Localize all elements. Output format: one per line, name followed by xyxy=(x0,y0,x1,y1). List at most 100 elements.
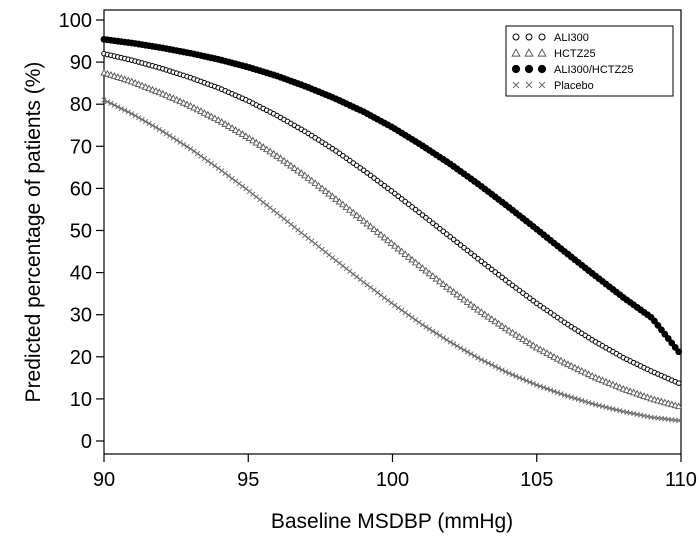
series-3-point-124 xyxy=(530,380,536,387)
series-1-point-166 xyxy=(674,402,683,410)
series-3-point-70 xyxy=(343,266,349,272)
x-tick-label-2: 100 xyxy=(376,469,409,491)
legend-marker-0-2 xyxy=(538,33,546,41)
x-axis: 90 95 100 105 110 xyxy=(93,454,697,491)
series-1-point-80 xyxy=(377,230,385,238)
series-1-point-73 xyxy=(352,211,361,219)
series-3-point-117 xyxy=(506,370,512,376)
series-1-point-84 xyxy=(391,241,399,249)
series-3-point-127 xyxy=(541,384,547,391)
series-3-point-86 xyxy=(399,307,405,313)
y-tick-label-7: 70 xyxy=(70,136,92,158)
legend-box xyxy=(505,25,674,97)
series-1-point-81 xyxy=(380,233,389,241)
series-1-point-115 xyxy=(498,322,506,329)
series-1-point-98 xyxy=(439,280,448,287)
series-1-point-71 xyxy=(346,205,354,213)
series-3-point-5 xyxy=(118,105,124,112)
series-1-point-33 xyxy=(214,116,223,123)
series-3-point-68 xyxy=(336,260,343,266)
series-1-point-131 xyxy=(553,354,562,362)
legend-marker-0-0 xyxy=(512,33,520,41)
series-3-point-121 xyxy=(520,376,526,382)
series-1-point-32 xyxy=(211,114,219,122)
series-3-point-79 xyxy=(374,289,381,296)
series-1-point-52 xyxy=(280,156,288,164)
series-1-point-138 xyxy=(578,366,586,374)
series-3-point-61 xyxy=(312,241,318,247)
series-1-point-82 xyxy=(384,236,392,244)
series-3-point-44 xyxy=(253,194,259,200)
series-3-point-78 xyxy=(371,287,377,293)
series-3-point-64 xyxy=(322,249,329,255)
series-3-point-33 xyxy=(215,165,221,171)
series-1-point-110 xyxy=(481,310,489,318)
series-1-point-104 xyxy=(460,295,468,303)
series-3-point-57 xyxy=(298,230,304,236)
series-3-point-87 xyxy=(402,310,408,316)
series-3-point-166 xyxy=(676,417,682,424)
series-3-point-27 xyxy=(194,151,201,157)
series-1-point-57 xyxy=(297,169,306,176)
series-3-point-13 xyxy=(146,120,152,127)
series-1-point-19 xyxy=(166,92,174,100)
legend-marker-3-1 xyxy=(525,81,533,89)
series-2 xyxy=(100,35,683,356)
series-1-point-39 xyxy=(235,128,243,135)
series-3-point-114 xyxy=(496,365,502,371)
series-3-point-31 xyxy=(208,160,214,166)
series-1-point-128 xyxy=(543,349,551,356)
series-1-point-35 xyxy=(221,120,229,127)
series-3-point-82 xyxy=(385,297,391,303)
series-0-point-166 xyxy=(675,380,682,386)
series-3-point-131 xyxy=(554,389,561,396)
series-3-point-109 xyxy=(478,357,484,363)
series-3-point-137 xyxy=(575,396,581,403)
series-1-point-17 xyxy=(159,89,167,97)
legend-marker-2-0 xyxy=(511,64,521,74)
series-3-point-49 xyxy=(271,207,277,214)
series-1-point-47 xyxy=(262,145,271,153)
series-3-point-56 xyxy=(295,227,301,233)
series-3-point-38 xyxy=(232,178,239,184)
series-1-point-54 xyxy=(287,161,295,169)
series-2-point-165 xyxy=(671,343,679,351)
series-3-point-116 xyxy=(502,369,509,375)
x-tick-label-1: 95 xyxy=(237,469,259,491)
series-3-point-98 xyxy=(440,335,446,341)
series-1-point-103 xyxy=(456,293,465,300)
series-3-point-26 xyxy=(191,148,197,154)
series-3-point-51 xyxy=(277,213,284,219)
series-3-point-101 xyxy=(451,341,457,347)
series-3-point-136 xyxy=(572,395,578,401)
series-1-point-94 xyxy=(425,269,434,277)
y-tick-label-4: 40 xyxy=(70,263,92,285)
y-tick-label-2: 20 xyxy=(70,347,92,369)
legend: ALI300 HCTZ25 ALI300/HCTZ25 Placebo xyxy=(505,25,674,97)
series-1-point-30 xyxy=(204,110,212,118)
series-3-point-19 xyxy=(167,133,173,139)
series-3-point-17 xyxy=(160,128,166,135)
series-1-point-133 xyxy=(560,358,569,366)
series-3-point-16 xyxy=(156,126,163,133)
series-1-point-106 xyxy=(467,300,475,308)
series-1-point-69 xyxy=(339,200,347,208)
series-3-point-48 xyxy=(267,205,273,211)
series-1-point-136 xyxy=(571,363,579,371)
x-axis-title: Baseline MSDBP (mmHg) xyxy=(271,510,513,533)
series-1-point-55 xyxy=(290,164,299,171)
series-3-point-103 xyxy=(457,345,464,351)
series-3-point-52 xyxy=(281,216,287,222)
series-1-point-51 xyxy=(276,154,285,162)
series-3-point-123 xyxy=(527,379,533,385)
series-3-point-89 xyxy=(409,314,415,321)
y-axis-title: Predicted percentage of patients (%) xyxy=(22,62,45,403)
series-1-point-124 xyxy=(529,341,538,349)
series-1-point-92 xyxy=(418,264,427,271)
series-1-point-134 xyxy=(564,360,572,368)
series-3-point-110 xyxy=(482,358,488,364)
series-2-point-163 xyxy=(664,335,672,342)
legend-label-2: ALI300/HCTZ25 xyxy=(554,64,633,76)
series-3-point-65 xyxy=(326,252,332,258)
series-3-point-135 xyxy=(568,394,574,400)
